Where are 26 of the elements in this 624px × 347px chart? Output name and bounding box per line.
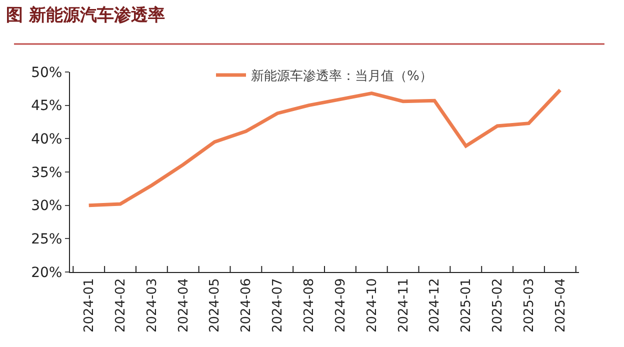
x-tick-label: 2025-04	[553, 278, 568, 333]
x-tick-label: 2024-10	[364, 278, 380, 333]
x-tick-label: 2024-06	[239, 278, 254, 333]
x-tick-label: 2024-11	[396, 278, 412, 333]
y-tick-label: 25%	[31, 232, 62, 248]
line-series	[87, 88, 562, 208]
y-tick-label: 35%	[31, 164, 62, 181]
y-tick-label: 40%	[31, 132, 62, 148]
x-tick-label: 2024-01	[82, 278, 98, 333]
y-tick-label: 50%	[31, 64, 62, 81]
x-tick-label: 2024-12	[428, 278, 443, 333]
chart-title: 图 新能源汽车渗透率	[6, 6, 166, 26]
x-tick-label: 2024-02	[113, 278, 128, 333]
x-tick-label: 2024-07	[270, 278, 286, 333]
x-tick-label: 2024-08	[302, 278, 318, 333]
legend-label: 新能源车渗透率：当月值（%）	[251, 68, 432, 84]
x-tick-label: 2024-05	[208, 278, 223, 333]
x-tick-label: 2024-04	[176, 278, 192, 333]
x-tick-label: 2025-01	[459, 278, 474, 333]
y-tick-label: 30%	[31, 198, 62, 214]
x-tick-label: 2025-02	[490, 278, 506, 333]
x-tick-label: 2024-09	[333, 278, 348, 333]
y-tick-label: 20%	[31, 264, 62, 281]
x-tick-label: 2025-03	[522, 278, 537, 333]
x-tick-label: 2024-03	[144, 278, 160, 333]
y-tick-label: 45%	[31, 98, 62, 114]
